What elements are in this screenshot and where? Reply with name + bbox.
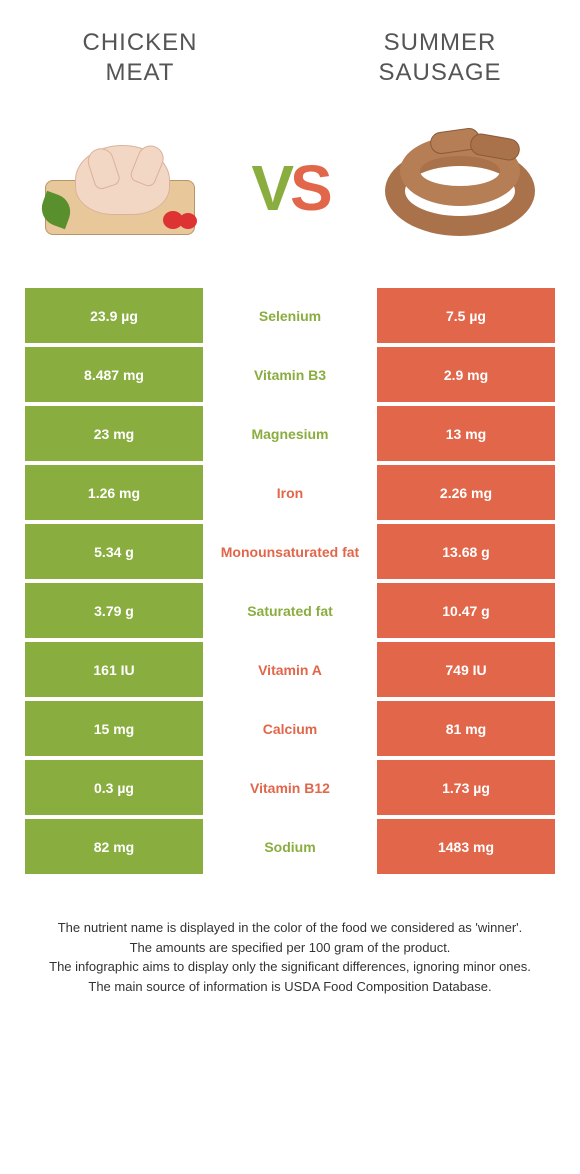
table-row: 161 IUVitamin A749 IU bbox=[25, 642, 555, 697]
table-row: 82 mgSodium1483 mg bbox=[25, 819, 555, 874]
right-value: 10.47 g bbox=[377, 583, 555, 638]
footer-line2: The amounts are specified per 100 gram o… bbox=[30, 938, 550, 958]
left-value: 23 mg bbox=[25, 406, 203, 461]
nutrient-label: Vitamin A bbox=[203, 642, 377, 697]
left-title-line1: CHICKEN bbox=[82, 29, 197, 56]
left-value: 15 mg bbox=[25, 701, 203, 756]
right-value: 2.9 mg bbox=[377, 347, 555, 402]
left-value: 8.487 mg bbox=[25, 347, 203, 402]
table-row: 8.487 mgVitamin B32.9 mg bbox=[25, 347, 555, 402]
nutrient-label: Magnesium bbox=[203, 406, 377, 461]
right-value: 1.73 µg bbox=[377, 760, 555, 815]
left-title-line2: MEAT bbox=[106, 59, 175, 86]
right-value: 7.5 µg bbox=[377, 288, 555, 343]
header: CHICKEN MEAT SUMMER SAUSAGE bbox=[0, 0, 580, 98]
table-row: 1.26 mgIron2.26 mg bbox=[25, 465, 555, 520]
left-value: 82 mg bbox=[25, 819, 203, 874]
left-value: 5.34 g bbox=[25, 524, 203, 579]
footer-notes: The nutrient name is displayed in the co… bbox=[0, 878, 580, 996]
right-value: 1483 mg bbox=[377, 819, 555, 874]
vs-s: S bbox=[290, 151, 329, 225]
right-food-title: SUMMER SAUSAGE bbox=[340, 28, 540, 88]
chicken-image bbox=[30, 128, 210, 248]
left-value: 3.79 g bbox=[25, 583, 203, 638]
footer-line1: The nutrient name is displayed in the co… bbox=[30, 918, 550, 938]
table-row: 3.79 gSaturated fat10.47 g bbox=[25, 583, 555, 638]
vs-v: V bbox=[251, 151, 290, 225]
nutrient-label: Vitamin B3 bbox=[203, 347, 377, 402]
nutrient-label: Iron bbox=[203, 465, 377, 520]
right-value: 13.68 g bbox=[377, 524, 555, 579]
right-value: 749 IU bbox=[377, 642, 555, 697]
sausage-image bbox=[370, 128, 550, 248]
comparison-table: 23.9 µgSelenium7.5 µg8.487 mgVitamin B32… bbox=[25, 288, 555, 874]
footer-line3: The infographic aims to display only the… bbox=[30, 957, 550, 977]
hero-row: VS bbox=[0, 98, 580, 288]
right-value: 2.26 mg bbox=[377, 465, 555, 520]
right-value: 13 mg bbox=[377, 406, 555, 461]
left-food-title: CHICKEN MEAT bbox=[40, 28, 240, 88]
right-title-line2: SAUSAGE bbox=[378, 59, 501, 86]
table-row: 5.34 gMonounsaturated fat13.68 g bbox=[25, 524, 555, 579]
nutrient-label: Sodium bbox=[203, 819, 377, 874]
nutrient-label: Calcium bbox=[203, 701, 377, 756]
left-value: 23.9 µg bbox=[25, 288, 203, 343]
table-row: 23.9 µgSelenium7.5 µg bbox=[25, 288, 555, 343]
footer-line4: The main source of information is USDA F… bbox=[30, 977, 550, 997]
nutrient-label: Saturated fat bbox=[203, 583, 377, 638]
nutrient-label: Selenium bbox=[203, 288, 377, 343]
nutrient-label: Vitamin B12 bbox=[203, 760, 377, 815]
table-row: 0.3 µgVitamin B121.73 µg bbox=[25, 760, 555, 815]
nutrient-label: Monounsaturated fat bbox=[203, 524, 377, 579]
left-value: 1.26 mg bbox=[25, 465, 203, 520]
left-value: 0.3 µg bbox=[25, 760, 203, 815]
table-row: 15 mgCalcium81 mg bbox=[25, 701, 555, 756]
right-value: 81 mg bbox=[377, 701, 555, 756]
left-value: 161 IU bbox=[25, 642, 203, 697]
right-title-line1: SUMMER bbox=[384, 29, 497, 56]
table-row: 23 mgMagnesium13 mg bbox=[25, 406, 555, 461]
vs-label: VS bbox=[251, 151, 328, 225]
